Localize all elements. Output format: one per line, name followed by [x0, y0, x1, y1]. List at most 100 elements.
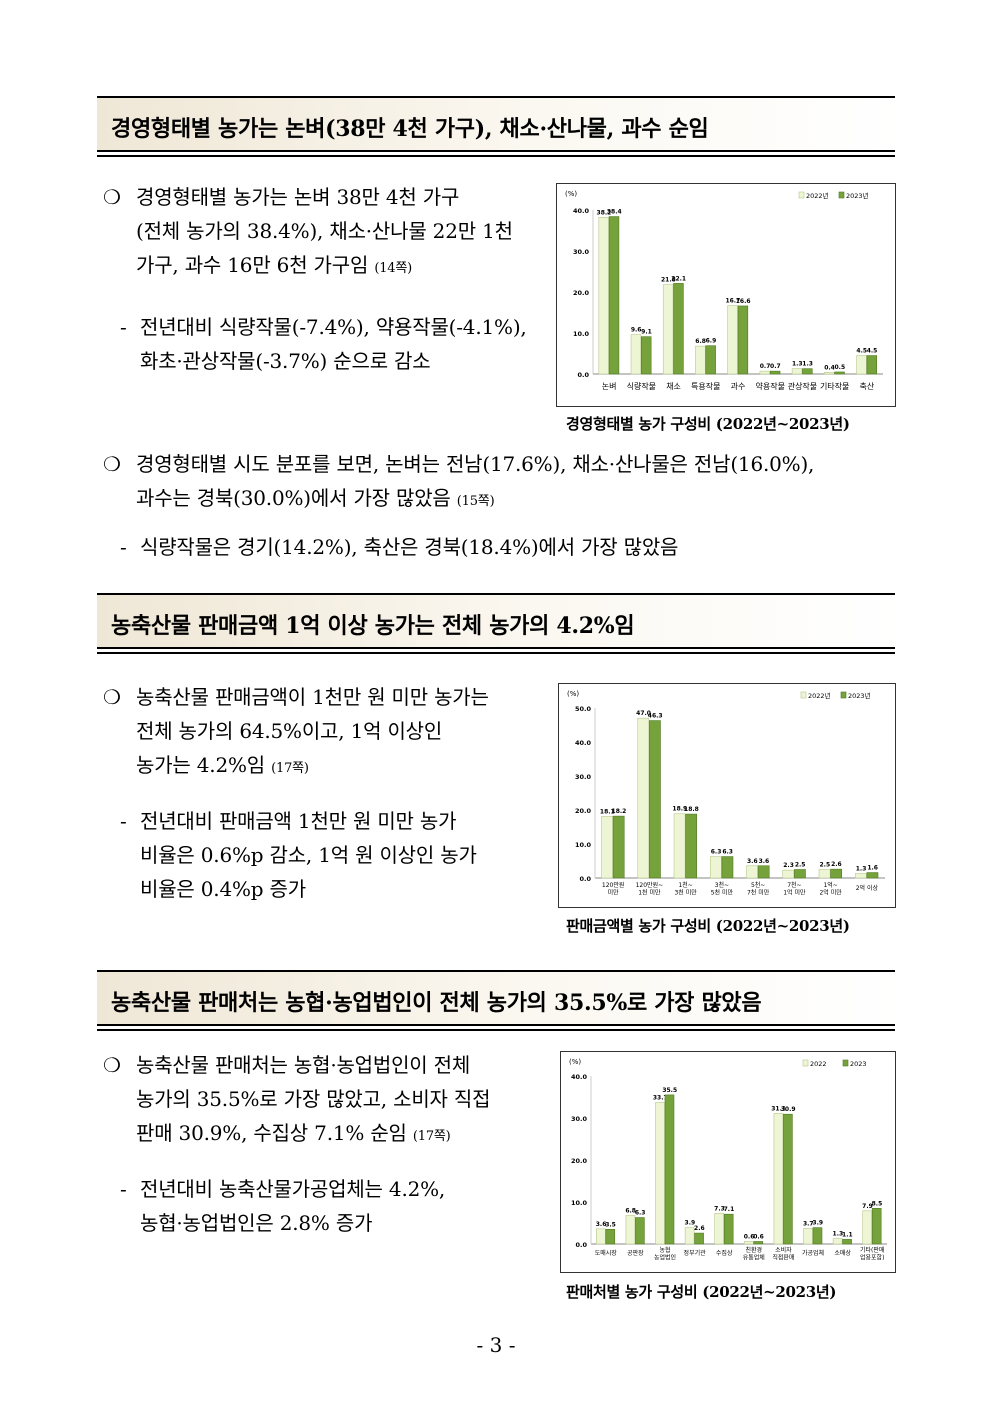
bar — [834, 371, 845, 375]
page-reference: (17쪽) — [412, 1129, 451, 1144]
chart-sales-amount: (%) 0.0 10.0 20.0 30.0 40.0 50.0 2022년 2023년 18.1… — [558, 683, 896, 908]
y-tick-label: 30.0 — [575, 773, 592, 781]
bar — [746, 865, 758, 879]
y-tick-label: 10.0 — [573, 330, 590, 338]
text-line: 전체 농가의 64.5%이고, 1억 이상인 — [136, 719, 443, 743]
bullet-symbol: ❍ — [103, 1053, 121, 1077]
data-label: 9.1 — [641, 329, 652, 336]
text-line: 가구, 과수 16만 6천 가구임 — [136, 253, 369, 277]
bar — [782, 869, 795, 879]
bar — [737, 305, 749, 375]
legend-label: 2022년 — [808, 691, 831, 700]
text-line: 과수는 경북(30.0%)에서 가장 많았음 — [136, 486, 451, 510]
chart-caption: 경영형태별 농가 구성비 (2022년~2023년) — [566, 415, 850, 433]
data-label: 6.3 — [711, 849, 722, 856]
section-header-sales-channel: 농축산물 판매처는 농협·농업법인이 전체 농가의 35.5%로 가장 많았음 — [97, 970, 895, 1026]
category-label: 3천~ — [715, 881, 729, 889]
category-label: 1천 미만 — [638, 889, 661, 897]
legend-swatch — [840, 691, 847, 699]
bar — [769, 370, 781, 375]
section-header-sales-amount: 농축산물 판매금액 1억 이상 농가는 전체 농가의 4.2%임 — [97, 593, 895, 649]
category-label: 5천~ — [751, 881, 765, 889]
y-tick-label: 40.0 — [573, 207, 590, 215]
data-label: 6.3 — [722, 849, 733, 856]
data-label: 35.5 — [662, 1087, 677, 1094]
legend-swatch — [838, 191, 845, 199]
bar — [727, 305, 738, 375]
bullet-symbol: ❍ — [103, 185, 121, 209]
data-label: 1.6 — [867, 865, 878, 872]
bar — [871, 1208, 882, 1245]
chart-svg: (%) 0.0 10.0 20.0 30.0 40.0 50.0 2022년 2023년 18.1… — [567, 690, 885, 897]
bar — [783, 1113, 793, 1245]
data-label: 3.6 — [596, 1221, 607, 1228]
category-label: 120만원 — [602, 881, 625, 889]
page-reference: (14쪽) — [374, 261, 412, 276]
bar — [612, 815, 625, 879]
y-tick-label: 0.0 — [575, 1241, 587, 1249]
bar — [694, 1232, 704, 1245]
category-label: 약용작물 — [755, 381, 784, 391]
dash-paragraph: - 식량작물은 경기(14.2%), 축산은 경북(18.4%)에서 가장 많았… — [120, 530, 900, 564]
bar — [625, 1215, 636, 1245]
legend-swatch — [842, 1059, 849, 1067]
category-label: 120만원~ — [636, 881, 664, 889]
category-label: 도매시장 — [595, 1249, 618, 1257]
bar — [866, 872, 879, 879]
text-line: 농협·농업법인은 2.8% 증가 — [140, 1211, 373, 1235]
text-line: 비율은 0.4%p 증가 — [140, 877, 306, 901]
data-label: 47.0 — [636, 710, 651, 717]
bar — [812, 1227, 823, 1245]
bar — [856, 355, 867, 375]
bar — [854, 873, 867, 879]
bar — [601, 816, 613, 879]
bar — [641, 336, 652, 375]
data-label: 3.6 — [759, 858, 770, 865]
category-label: 소비자 — [775, 1246, 792, 1254]
legend-label: 2023년 — [848, 691, 871, 700]
data-label: 38.2 — [597, 209, 612, 216]
category-label: 소매상 — [834, 1249, 851, 1257]
data-label: 4.5 — [867, 348, 878, 355]
unit-label: (%) — [569, 1058, 581, 1066]
category-label: 과수 — [731, 382, 746, 391]
legend: 2022년 2023년 — [800, 691, 871, 700]
category-label: 1억~ — [823, 881, 837, 889]
category-label: 채소 — [666, 381, 681, 391]
bar — [664, 1094, 675, 1245]
bar — [655, 1102, 665, 1245]
chart-caption: 판매금액별 농가 구성비 (2022년~2023년) — [566, 917, 850, 935]
category-label: 정부기관 — [684, 1249, 707, 1257]
data-label: 2.6 — [694, 1225, 705, 1232]
text-line: 식량작물은 경기(14.2%), 축산은 경북(18.4%)에서 가장 많았음 — [140, 535, 679, 559]
legend: 2022년 2023년 — [798, 191, 869, 200]
bar — [605, 1229, 616, 1245]
unit-label: (%) — [565, 190, 577, 198]
y-tick-label: 20.0 — [571, 1157, 588, 1165]
bar — [723, 1213, 734, 1245]
data-label: 18.9 — [672, 806, 687, 813]
unit-label: (%) — [567, 690, 579, 698]
dash-paragraph: - 전년대비 식량작물(-7.4%), 약용작물(-4.1%), 화초·관상작물… — [120, 310, 560, 378]
data-label: 22.1 — [671, 275, 686, 282]
y-tick-label: 20.0 — [575, 807, 592, 815]
text-line: 경영형태별 시도 분포를 보면, 논벼는 전남(17.6%), 채소·산나물은 … — [136, 452, 815, 476]
data-label: 0.5 — [835, 364, 846, 371]
text-line: 농축산물 판매금액이 1천만 원 미만 농가는 — [136, 685, 489, 709]
data-label: 16.7 — [725, 298, 740, 305]
bar — [695, 345, 706, 375]
data-label: 9.6 — [631, 327, 642, 334]
data-label: 3.7 — [803, 1220, 814, 1227]
category-label: 3천 미만 — [674, 889, 697, 897]
data-label: 7.9 — [862, 1203, 873, 1210]
bullet-symbol: ❍ — [103, 452, 121, 476]
page-reference: (17쪽) — [271, 761, 309, 776]
data-label: 3.9 — [812, 1220, 823, 1227]
data-label: 18.2 — [612, 808, 627, 815]
bar — [842, 1239, 852, 1245]
category-label: 친환경 — [746, 1246, 763, 1254]
data-label: 0.7 — [760, 363, 771, 370]
section-title: 경영형태별 농가는 논벼(38만 4천 가구), 채소·산나물, 과수 순임 — [111, 116, 709, 142]
category-label: 논벼 — [602, 381, 617, 391]
legend: 2022 2023 — [802, 1059, 867, 1068]
